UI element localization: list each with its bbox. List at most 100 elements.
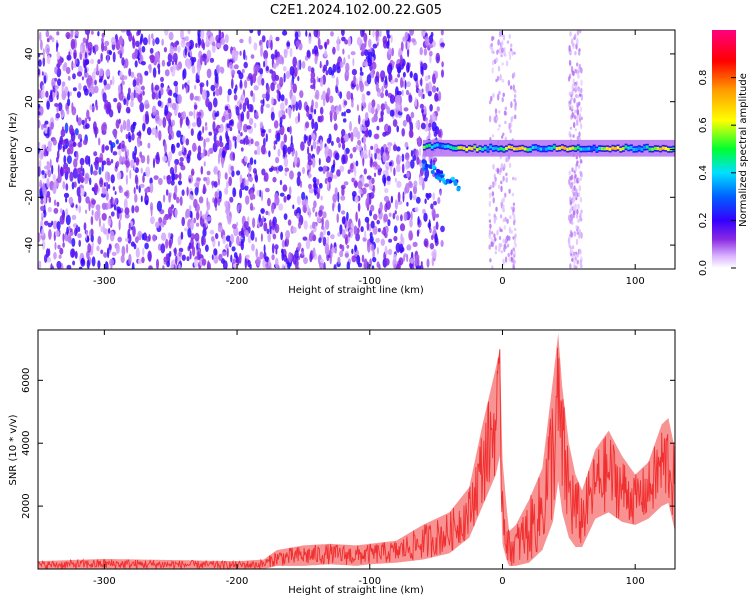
noise-blob	[411, 38, 416, 43]
noise-blob	[422, 93, 425, 99]
stripe-blob	[491, 265, 494, 269]
noise-blob	[77, 141, 83, 148]
noise-blob	[221, 157, 224, 169]
noise-blob	[366, 91, 371, 96]
noise-blob	[191, 122, 197, 128]
noise-blob	[255, 64, 260, 72]
stripe-blob	[578, 228, 581, 236]
stripe-blob	[508, 256, 511, 262]
noise-blob	[390, 195, 394, 204]
noise-blob	[110, 263, 113, 269]
noise-blob	[161, 38, 164, 46]
stripe-blob	[576, 62, 579, 67]
signal-segment	[550, 146, 554, 151]
noise-blob	[52, 138, 57, 146]
noise-blob	[380, 238, 385, 246]
noise-blob	[326, 137, 332, 144]
noise-blob	[246, 125, 252, 130]
noise-blob	[397, 191, 401, 203]
noise-blob	[48, 35, 53, 40]
stripe-blob	[510, 206, 513, 210]
noise-blob	[169, 126, 172, 135]
noise-blob	[224, 172, 228, 180]
noise-blob	[124, 207, 130, 215]
noise-blob	[293, 156, 298, 166]
noise-blob	[128, 32, 133, 42]
noise-blob	[243, 221, 249, 228]
signal-segment	[664, 146, 668, 151]
stripe-blob	[569, 126, 573, 130]
noise-blob	[94, 184, 98, 194]
stripe-blob	[503, 50, 506, 57]
noise-blob	[308, 207, 311, 218]
noise-blob	[389, 94, 395, 104]
stripe-blob	[580, 116, 584, 120]
noise-blob	[91, 105, 95, 112]
noise-blob	[316, 145, 320, 155]
stripe-blob	[510, 101, 513, 109]
noise-blob	[71, 60, 74, 71]
noise-blob	[125, 174, 128, 186]
stripe-blob	[494, 251, 497, 255]
stripe-blob	[505, 60, 509, 67]
noise-blob	[177, 45, 181, 53]
noise-blob	[47, 126, 50, 137]
noise-blob	[106, 247, 110, 259]
noise-blob	[205, 97, 210, 108]
stripe-blob	[578, 131, 581, 138]
noise-blob	[154, 51, 160, 62]
noise-blob	[115, 160, 120, 168]
noise-blob	[236, 170, 241, 176]
noise-blob	[44, 120, 49, 125]
noise-blob	[197, 66, 201, 76]
noise-blob	[72, 73, 76, 80]
noise-blob	[221, 251, 227, 257]
noise-blob	[53, 251, 57, 260]
signal-segment	[542, 147, 546, 151]
noise-blob	[179, 161, 184, 167]
stripe-blob	[513, 259, 516, 264]
noise-blob	[161, 59, 166, 67]
noise-blob	[173, 80, 178, 87]
noise-blob	[97, 157, 103, 163]
noise-blob	[107, 171, 110, 183]
noise-blob	[77, 71, 83, 77]
signal-segment	[648, 147, 652, 151]
noise-blob	[73, 158, 78, 169]
noise-blob	[81, 119, 85, 126]
noise-blob	[282, 184, 288, 192]
noise-blob	[128, 135, 132, 143]
noise-blob	[413, 72, 418, 82]
noise-blob	[56, 221, 61, 230]
noise-blob	[76, 186, 81, 197]
noise-blob	[42, 56, 46, 67]
noise-blob	[432, 192, 436, 201]
stripe-blob	[511, 192, 515, 197]
stripe-blob	[570, 174, 574, 180]
noise-blob	[249, 104, 254, 113]
noise-blob	[205, 122, 208, 127]
noise-blob	[127, 92, 131, 101]
noise-blob	[350, 162, 354, 170]
noise-blob	[384, 187, 389, 194]
stripe-blob	[494, 237, 497, 242]
noise-blob	[150, 206, 153, 217]
noise-blob	[265, 187, 270, 193]
noise-blob	[116, 102, 122, 111]
noise-blob	[255, 110, 259, 120]
noise-blob	[89, 104, 93, 111]
stripe-blob	[512, 206, 515, 213]
noise-blob	[42, 48, 45, 59]
noise-blob	[171, 102, 177, 111]
noise-blob	[144, 187, 150, 193]
noise-blob	[376, 246, 379, 255]
noise-blob	[64, 122, 69, 134]
stripe-blob	[501, 97, 504, 103]
noise-blob	[245, 254, 250, 259]
noise-blob	[383, 177, 386, 187]
noise-blob	[381, 85, 384, 93]
noise-blob	[409, 30, 414, 36]
noise-blob	[308, 134, 312, 142]
noise-blob	[121, 156, 126, 165]
noise-blob	[116, 171, 122, 180]
